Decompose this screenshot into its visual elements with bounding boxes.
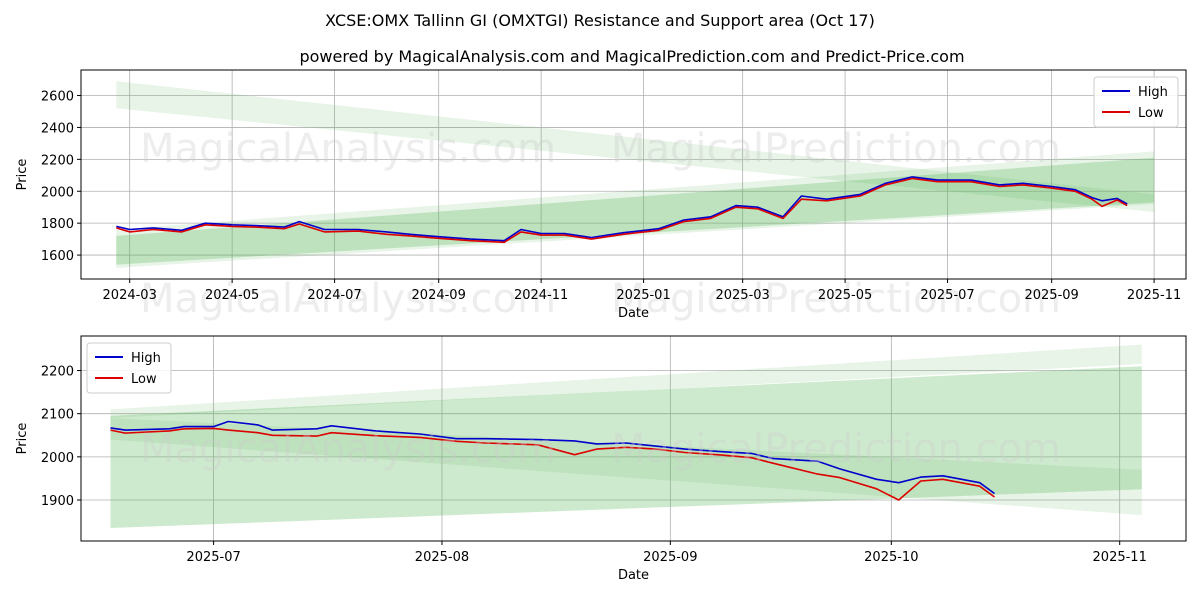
y-tick-label: 2000 [41, 185, 74, 200]
y-axis-label: Price [15, 423, 30, 455]
chart-subtitle: powered by MagicalAnalysis.com and Magic… [299, 47, 964, 66]
x-axis-label: Date [618, 306, 649, 321]
y-tick-label: 1900 [41, 494, 74, 509]
plot-area [116, 81, 1155, 268]
x-tick-label: 2025-07 [920, 288, 974, 303]
legend-label-low: Low [131, 372, 157, 387]
support-resistance-band [116, 81, 1155, 212]
watermark-text: MagicalAnalysis.com [140, 276, 556, 322]
plot-frame [80, 69, 1187, 280]
legend: High Low [86, 342, 172, 394]
x-tick-label: 2025-11 [1127, 288, 1181, 303]
x-tick-label: 2025-01 [616, 288, 670, 303]
support-resistance-band [110, 418, 1142, 516]
x-tick-label: 2025-08 [415, 550, 469, 565]
y-tick-label: 2200 [41, 153, 74, 168]
watermark-text: MagicalAnalysis.com [140, 426, 556, 472]
x-tick-label: 2025-07 [186, 550, 240, 565]
support-resistance-band [110, 344, 1142, 418]
y-tick-label: 2400 [41, 121, 74, 136]
y-tick-label: 2600 [41, 90, 74, 105]
y-tick-label: 1800 [41, 217, 74, 232]
series-line-high [116, 176, 1128, 242]
series-line-low [116, 177, 1128, 244]
x-tick-label: 2024-05 [205, 288, 259, 303]
watermark-text: MagicalPrediction.com [611, 276, 1061, 322]
x-tick-label: 2024-07 [307, 288, 361, 303]
legend-label-high: High [131, 351, 161, 366]
chart-title: XCSE:OMX Tallinn GI (OMXTGI) Resistance … [325, 11, 875, 30]
series-line-low [110, 427, 995, 501]
legend-label-high: High [1138, 85, 1168, 100]
x-tick-label: 2024-11 [514, 288, 568, 303]
x-tick-label: 2025-09 [643, 550, 697, 565]
top-chart-panel: MagicalAnalysis.com MagicalPrediction.com… [15, 69, 1187, 322]
watermark-text: MagicalAnalysis.com [140, 126, 556, 172]
x-tick-label: 2024-09 [412, 288, 466, 303]
x-tick-label: 2025-10 [864, 550, 918, 565]
x-tick-label: 2025-09 [1024, 288, 1078, 303]
plot-frame [80, 335, 1187, 542]
watermark-text: MagicalPrediction.com [611, 426, 1061, 472]
y-tick-label: 1600 [41, 249, 74, 264]
y-tick-label: 2200 [41, 365, 74, 380]
x-tick-label: 2025-11 [1093, 550, 1147, 565]
plot-area [110, 344, 1142, 529]
series-line-high [110, 420, 995, 495]
y-tick-label: 2000 [41, 451, 74, 466]
x-tick-label: 2025-05 [818, 288, 872, 303]
support-resistance-band [116, 157, 1155, 265]
legend-label-low: Low [1138, 106, 1164, 121]
y-axis-label: Price [15, 159, 30, 191]
x-axis-label: Date [618, 568, 649, 583]
legend: High Low [1093, 76, 1179, 128]
y-tick-label: 2100 [41, 408, 74, 423]
legend-box [86, 342, 172, 394]
x-tick-label: 2025-03 [715, 288, 769, 303]
watermark-text: MagicalPrediction.com [611, 126, 1061, 172]
legend-box [1093, 76, 1179, 128]
x-tick-label: 2024-03 [103, 288, 157, 303]
bottom-chart-panel: MagicalAnalysis.com MagicalPrediction.com… [15, 335, 1187, 583]
